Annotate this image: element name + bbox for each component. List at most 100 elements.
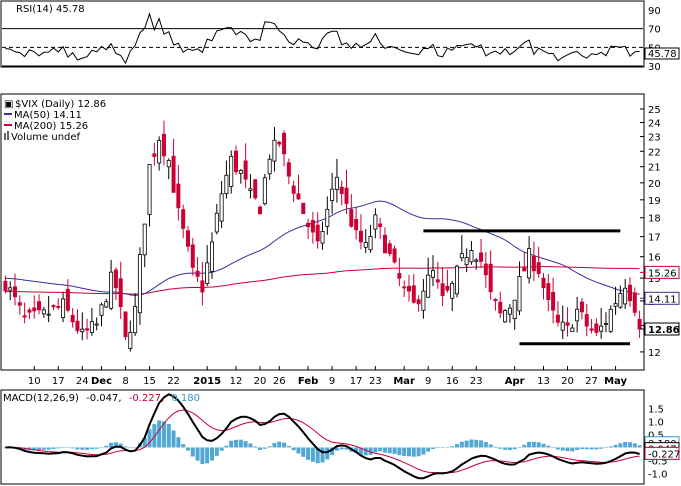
macd-histogram-bar — [387, 447, 392, 454]
candle-body — [411, 285, 416, 303]
macd-frame — [0, 389, 645, 485]
legend-icon: ▣ — [4, 99, 13, 110]
price-tick-label: 16 — [648, 253, 661, 264]
macd-histogram-bar — [406, 447, 411, 457]
date-axis: 10 17 24 Dec 8 15 22 2015 12 20 26 Feb 9 17 23 Mar 9 16 23… — [28, 366, 628, 387]
candle-body — [382, 234, 387, 254]
candle-body — [113, 269, 118, 289]
macd-histogram-bar — [440, 447, 445, 449]
candle-body — [445, 285, 450, 291]
rsi-tick-label: 70 — [648, 25, 661, 36]
candle-body — [315, 224, 320, 242]
macd-histogram-bar — [527, 441, 532, 448]
macd-histogram-bar — [56, 447, 61, 449]
candle-body — [56, 306, 61, 308]
date-tick-label: 26 — [273, 376, 286, 387]
candle-body — [358, 230, 363, 243]
macd-histogram-bar — [623, 441, 628, 448]
candle-body — [277, 141, 282, 145]
candle-body — [214, 212, 219, 233]
macd-histogram-bar — [306, 447, 311, 460]
rsi-frame — [0, 0, 645, 68]
date-tick-label: Mar — [393, 376, 415, 387]
candle-body — [455, 265, 460, 295]
macd-tick-label: 1.0 — [648, 417, 664, 428]
legend-box — [4, 98, 108, 143]
legend-title: $VIX (Daily) 12.86 — [15, 99, 106, 110]
macd-histogram-bar — [344, 447, 349, 450]
candle-body — [46, 313, 51, 316]
macd-histogram-bar — [435, 447, 440, 448]
macd-histogram-bar — [229, 440, 234, 448]
candle-body — [488, 263, 493, 293]
date-tick-label: 16 — [446, 376, 459, 387]
macd-histogram-bar — [579, 447, 584, 450]
candle-body — [234, 150, 239, 173]
macd-histogram-bar — [392, 447, 397, 454]
candle-body — [330, 188, 335, 201]
macd-histogram-bar — [310, 447, 315, 462]
macd-histogram-bar — [123, 446, 128, 448]
macd-histogram-bar — [455, 444, 460, 448]
candle-body — [190, 244, 195, 268]
macd-histogram-bar — [166, 424, 171, 448]
date-tick-label: 20 — [254, 376, 267, 387]
date-tick-label: Dec — [91, 376, 112, 387]
candle-body — [238, 170, 243, 174]
date-tick-label: 12 — [230, 376, 243, 387]
macd-histogram-bar — [219, 447, 224, 451]
date-tick-label: 15 — [143, 376, 156, 387]
candle-body — [474, 259, 479, 262]
candle-body — [22, 315, 27, 318]
macd-badges: 0.1800.047-0.227 — [644, 436, 680, 460]
candle-body — [325, 208, 330, 227]
candle-body — [450, 282, 455, 299]
date-tick-label: 8 — [122, 376, 128, 387]
price-tick-label: 15 — [648, 274, 661, 285]
macd-histogram-bar — [113, 442, 118, 448]
macd-histogram-bar — [253, 446, 258, 448]
candle-body — [75, 320, 80, 332]
candle-body — [185, 230, 190, 247]
macd-histogram-bar — [618, 443, 623, 448]
candle-body — [575, 308, 580, 322]
candle-body — [147, 164, 152, 215]
candle-body — [397, 273, 402, 279]
candle-body — [32, 307, 37, 312]
macd-histogram-bar — [411, 447, 416, 457]
macd-histogram-bar — [104, 445, 109, 448]
macd-histogram-bar — [37, 447, 42, 451]
candle-body — [195, 270, 200, 277]
candle-body — [310, 220, 315, 233]
candle-body — [80, 328, 85, 333]
macd-histogram-bar — [234, 439, 239, 448]
macd-histogram-bar — [416, 447, 421, 457]
date-tick-label: 23 — [470, 376, 483, 387]
macd-histogram-bar — [358, 447, 363, 455]
macd-histogram-bar — [570, 447, 575, 452]
macd-histogram-bar — [157, 420, 162, 448]
price-badge — [644, 291, 680, 305]
candle-body — [378, 223, 383, 227]
candle-body — [17, 302, 22, 306]
macd-histogram-bar — [541, 443, 546, 448]
candle-body — [527, 248, 532, 279]
macd-histogram-bar — [522, 444, 527, 448]
legend-volume: Volume undef — [11, 132, 81, 143]
macd-histogram-bar — [224, 445, 229, 448]
candle-body — [282, 132, 287, 155]
candle-body — [128, 332, 133, 349]
macd-histogram-bar — [637, 445, 642, 448]
price-tick-label: 19 — [648, 196, 661, 207]
candle-body — [344, 187, 349, 204]
macd-histogram-bar — [99, 447, 104, 448]
candle-body — [171, 155, 176, 193]
candle-body — [94, 323, 99, 326]
macd-histogram-bar — [32, 447, 37, 451]
candle-body — [70, 314, 75, 323]
candle-body — [632, 292, 637, 313]
date-tick-label: 22 — [167, 376, 180, 387]
macd-tick-label: -0.5 — [648, 456, 668, 467]
candle-body — [291, 185, 296, 194]
macd-histogram-bar — [296, 447, 301, 454]
